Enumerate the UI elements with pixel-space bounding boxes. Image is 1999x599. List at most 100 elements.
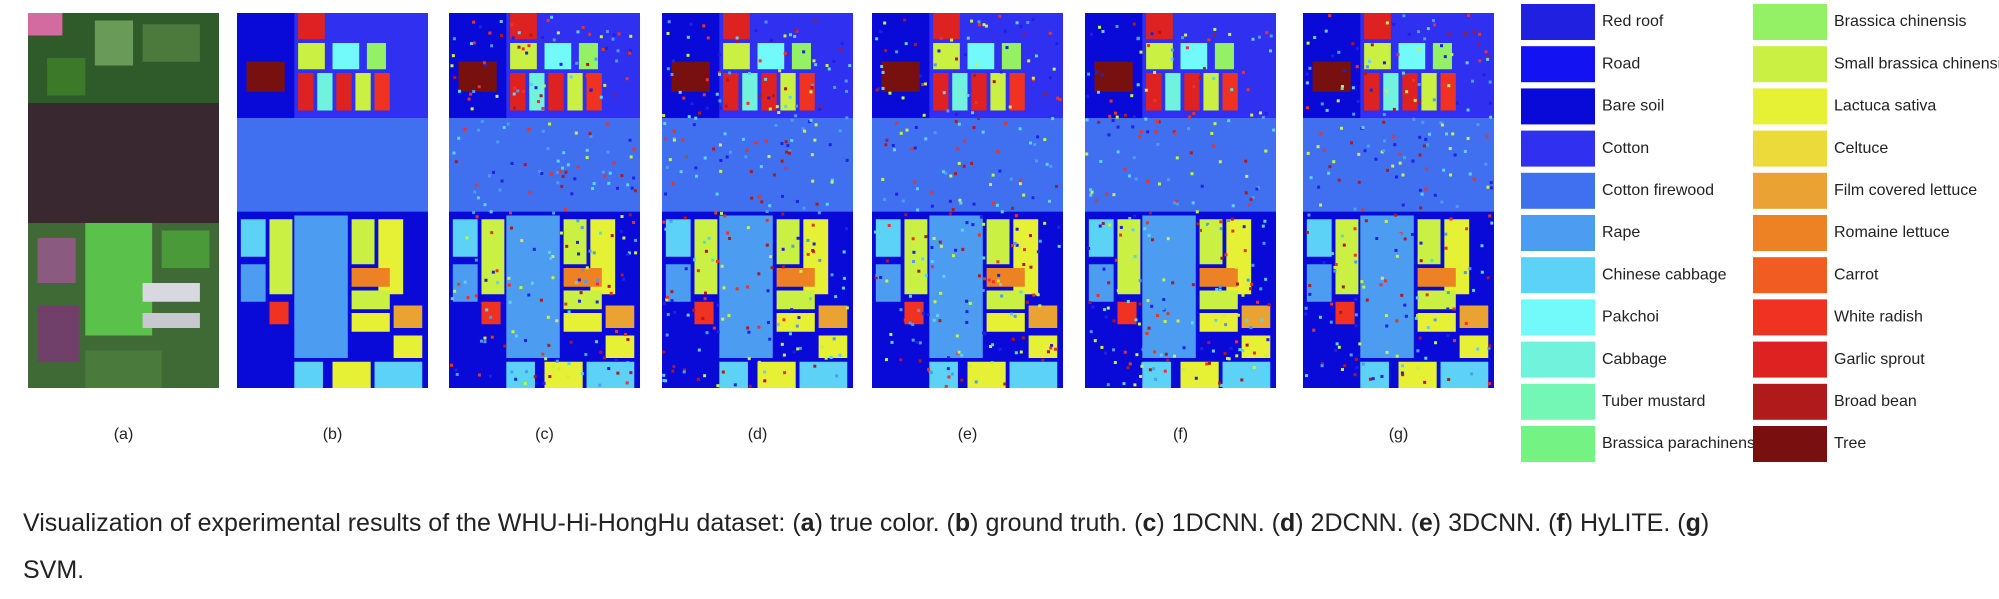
map-noise — [1463, 271, 1467, 275]
map-noise — [814, 123, 818, 127]
map-noise — [1212, 33, 1216, 37]
map-noise — [619, 229, 623, 233]
legend-label: Cotton — [1602, 140, 1649, 157]
map-noise — [806, 252, 810, 256]
map-noise — [562, 151, 566, 155]
map-noise — [818, 258, 822, 262]
map-noise — [1428, 132, 1432, 136]
map-noise — [1116, 289, 1120, 293]
map-noise — [1486, 57, 1490, 61]
map-region — [1009, 73, 1025, 111]
map-noise — [463, 127, 467, 131]
map-noise — [1057, 244, 1061, 248]
map-region — [605, 305, 635, 328]
map-noise — [911, 338, 915, 342]
map-region — [1360, 215, 1414, 358]
map-noise — [485, 308, 489, 312]
map-noise — [1144, 117, 1148, 121]
map-noise — [1417, 47, 1421, 51]
map-noise — [530, 82, 534, 86]
map-noise — [1019, 350, 1023, 354]
map-noise — [780, 142, 784, 146]
map-noise — [775, 105, 779, 109]
map-region — [1417, 219, 1441, 265]
map-noise — [810, 83, 814, 87]
caption-text: g — [1685, 509, 1701, 537]
map-noise — [1251, 263, 1255, 267]
map-region — [776, 290, 815, 310]
legend-label: Broad bean — [1834, 393, 1917, 410]
map-noise — [1018, 245, 1022, 249]
legend-swatch — [1521, 215, 1595, 251]
map-noise — [998, 14, 1002, 18]
map-noise — [1132, 115, 1136, 119]
map-noise — [982, 23, 986, 27]
map-noise — [547, 250, 551, 254]
map-noise — [474, 258, 478, 262]
map-noise — [477, 85, 481, 89]
map-noise — [1319, 132, 1323, 136]
map-noise — [1451, 132, 1455, 136]
map-noise — [974, 101, 978, 105]
map-noise — [585, 266, 589, 270]
map-noise — [1488, 80, 1492, 84]
map-noise — [528, 191, 532, 195]
map-noise — [552, 38, 556, 42]
map-region — [1165, 73, 1181, 111]
map-noise — [1107, 133, 1111, 137]
map-region — [355, 73, 371, 111]
map-noise — [479, 339, 483, 343]
map-noise — [1337, 50, 1341, 54]
map-noise — [1306, 41, 1310, 45]
map-noise — [490, 44, 494, 48]
map-noise — [924, 137, 928, 141]
map-noise — [1163, 319, 1167, 323]
map-noise — [490, 231, 494, 235]
map-noise — [1166, 237, 1170, 241]
map-noise — [1417, 257, 1421, 261]
map-noise — [576, 30, 580, 34]
map-noise — [1487, 382, 1491, 386]
classification-map — [872, 13, 1063, 388]
map-region — [1303, 118, 1494, 212]
map-noise — [609, 291, 613, 295]
map-noise — [746, 101, 750, 105]
map-noise — [1423, 37, 1427, 41]
map-noise — [1132, 214, 1136, 218]
map-noise — [760, 239, 764, 243]
map-noise — [612, 33, 616, 37]
caption-text: d — [1280, 509, 1296, 537]
map-noise — [1419, 259, 1423, 263]
map-region — [298, 43, 325, 70]
map-region — [1364, 73, 1380, 111]
map-noise — [727, 314, 731, 318]
map-noise — [1034, 159, 1038, 163]
map-region — [990, 73, 1006, 111]
map-noise — [830, 273, 834, 277]
map-noise — [606, 150, 610, 154]
caption-text: b — [954, 509, 971, 537]
map-noise — [1025, 300, 1029, 304]
map-noise — [1393, 143, 1397, 147]
map-region — [1199, 313, 1238, 332]
map-region — [1360, 361, 1389, 388]
map-region — [298, 13, 325, 40]
map-noise — [930, 259, 934, 263]
map-noise — [786, 144, 790, 148]
map-noise — [1246, 278, 1250, 282]
legend-swatch — [1521, 88, 1595, 125]
map-noise — [530, 281, 534, 285]
map-noise — [754, 29, 758, 33]
caption-text: e — [1418, 509, 1433, 537]
map-noise — [937, 49, 941, 53]
map-noise — [963, 282, 967, 286]
map-noise — [939, 36, 943, 40]
map-noise — [1192, 85, 1196, 89]
map-noise — [917, 269, 921, 273]
map-noise — [524, 312, 528, 316]
map-noise — [954, 120, 958, 124]
map-noise — [845, 158, 849, 162]
map-noise — [719, 211, 723, 215]
map-noise — [978, 274, 982, 278]
map-region — [1146, 13, 1173, 40]
